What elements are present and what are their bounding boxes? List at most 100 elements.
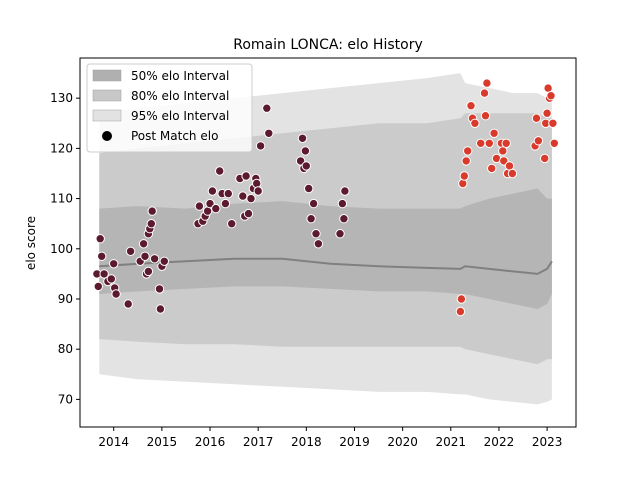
data-point	[227, 219, 237, 229]
data-point	[146, 219, 157, 229]
data-point	[97, 251, 107, 261]
data-point	[459, 171, 469, 181]
data-point	[456, 294, 467, 304]
data-point	[301, 161, 311, 171]
legend: 50% elo Interval 80% elo Interval 95% elo …	[86, 63, 253, 153]
data-point	[546, 91, 556, 101]
y-tick-label: 100	[50, 242, 73, 256]
data-point	[507, 168, 518, 179]
data-point	[540, 153, 550, 164]
x-tick-label: 2015	[147, 435, 178, 449]
data-point	[458, 178, 468, 189]
data-point	[480, 111, 491, 121]
data-point	[93, 281, 104, 292]
legend-label: 95% elo Interval	[131, 109, 229, 123]
data-point	[531, 113, 542, 123]
data-point	[255, 141, 266, 151]
data-point	[95, 234, 105, 244]
x-tick-label: 2016	[195, 435, 226, 449]
data-point	[337, 198, 348, 209]
data-point	[479, 88, 490, 98]
data-point	[311, 229, 321, 239]
data-point	[264, 128, 274, 139]
data-point	[300, 146, 311, 156]
data-point	[143, 266, 154, 277]
legend-marker	[102, 131, 112, 141]
data-point	[149, 254, 160, 264]
chart-title: Romain LONCA: elo History	[233, 37, 423, 53]
data-point	[461, 156, 471, 166]
data-point	[501, 138, 511, 149]
plot-area	[92, 73, 559, 405]
data-point	[297, 133, 308, 144]
y-tick-label: 130	[50, 91, 73, 105]
x-tick-label: 2021	[436, 435, 467, 449]
legend-swatch	[92, 89, 122, 102]
data-point	[308, 198, 319, 209]
x-tick-label: 2017	[243, 435, 274, 449]
data-point	[339, 214, 349, 224]
post-match-points	[92, 78, 559, 317]
x-tick-label: 2018	[291, 435, 322, 449]
legend-swatch	[92, 109, 122, 122]
data-point	[215, 166, 225, 176]
interval-bands	[99, 73, 553, 405]
data-point	[484, 138, 494, 149]
x-tick-label: 2014	[98, 435, 129, 449]
data-point	[159, 256, 170, 266]
band-50	[99, 188, 552, 309]
y-axis: 70 80 90 100 110 120 130	[50, 91, 80, 406]
data-point	[154, 284, 165, 294]
data-point	[138, 239, 149, 249]
y-tick-label: 120	[50, 141, 73, 155]
x-tick-label: 2019	[339, 435, 370, 449]
legend-label: Post Match elo	[131, 129, 218, 143]
data-point	[223, 188, 234, 199]
y-axis-label: elo score	[24, 216, 38, 270]
data-point	[542, 108, 552, 118]
x-axis: 2014 2015 2016 2017 2018 2019 2020 2021 2022 2023	[98, 427, 562, 449]
data-point	[243, 208, 254, 219]
data-point	[304, 183, 314, 194]
data-point	[125, 246, 136, 257]
data-point	[549, 138, 559, 149]
median-line	[99, 257, 553, 275]
x-tick-label: 2023	[532, 435, 563, 449]
data-point	[489, 128, 499, 139]
data-point	[123, 299, 133, 309]
y-tick-label: 80	[58, 342, 73, 356]
data-point	[155, 304, 166, 314]
data-point	[205, 198, 215, 209]
data-point	[111, 289, 121, 299]
y-tick-label: 110	[50, 192, 73, 206]
data-point	[466, 101, 476, 111]
data-point	[455, 306, 466, 317]
data-point	[140, 251, 150, 261]
legend-frame	[86, 63, 253, 153]
data-point	[238, 191, 248, 201]
data-point	[476, 138, 486, 149]
data-point	[482, 78, 492, 88]
data-point	[548, 118, 558, 129]
y-tick-label: 70	[58, 392, 73, 406]
y-tick-label: 90	[58, 292, 73, 306]
data-point	[241, 171, 251, 181]
data-point	[252, 178, 262, 189]
data-point	[147, 206, 157, 216]
x-tick-label: 2020	[387, 435, 418, 449]
data-point	[246, 193, 256, 204]
data-point	[340, 186, 350, 196]
legend-label: 80% elo Interval	[131, 89, 229, 103]
legend-swatch	[92, 69, 122, 82]
x-tick-label: 2022	[484, 435, 515, 449]
data-point	[487, 163, 497, 174]
data-point	[533, 136, 544, 146]
data-point	[498, 146, 508, 156]
data-point	[262, 103, 272, 113]
data-point	[220, 198, 231, 209]
data-point	[306, 214, 316, 224]
data-point	[207, 186, 218, 196]
data-point	[194, 201, 205, 211]
axes-frame	[79, 57, 577, 428]
